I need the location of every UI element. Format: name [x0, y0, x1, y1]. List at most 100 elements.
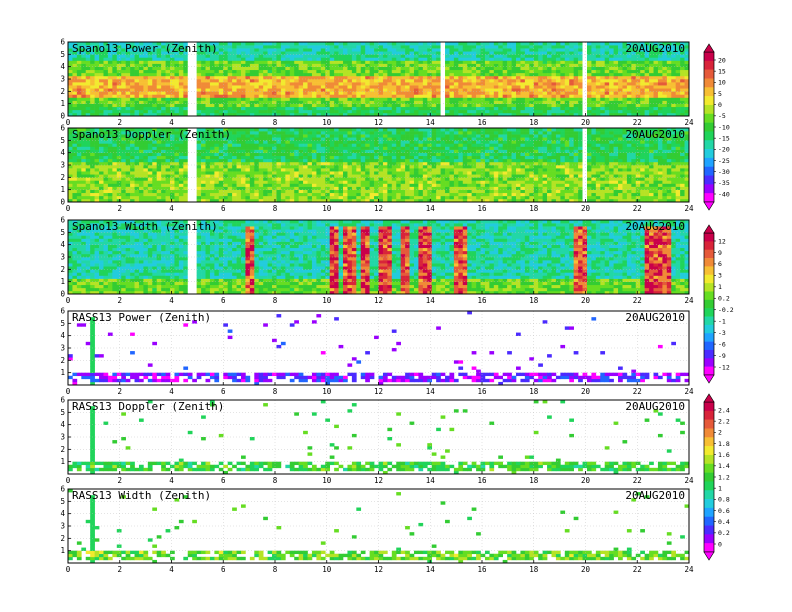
heatmap-cell	[311, 134, 317, 138]
heatmap-cell	[276, 75, 282, 80]
heatmap-cell	[112, 168, 118, 172]
heatmap-cell	[121, 198, 126, 203]
heatmap-cell	[560, 48, 566, 52]
heatmap-cell	[449, 85, 455, 89]
heatmap-cell	[316, 158, 322, 163]
heatmap-cell	[125, 131, 131, 135]
heatmap-cell	[276, 161, 282, 166]
heatmap-cell	[640, 72, 645, 77]
heatmap-cell	[130, 134, 135, 138]
heatmap-cell	[143, 140, 149, 144]
heatmap-cell	[263, 149, 268, 153]
heatmap-cell	[223, 60, 228, 64]
heatmap-cell	[236, 100, 242, 104]
heatmap-cell	[480, 69, 486, 74]
heatmap-cell	[209, 198, 215, 203]
heatmap-cell	[609, 60, 614, 64]
heatmap-cell	[524, 60, 530, 64]
heatmap-cell	[240, 161, 246, 166]
heatmap-cell	[178, 165, 184, 169]
heatmap-cell	[657, 97, 663, 101]
heatmap-cell	[538, 42, 543, 46]
heatmap-cell	[303, 189, 308, 194]
heatmap-cell	[276, 186, 282, 190]
heatmap-cell	[458, 112, 464, 117]
heatmap-cell	[178, 51, 184, 55]
heatmap-cell	[165, 88, 171, 92]
heatmap-cell	[294, 79, 299, 83]
heatmap-cell	[516, 106, 521, 111]
heatmap-cell	[591, 51, 597, 55]
heatmap-cell	[68, 189, 73, 194]
heatmap-cell	[170, 63, 175, 67]
heatmap-cell	[325, 79, 331, 83]
heatmap-cell	[85, 140, 91, 144]
heatmap-cell	[440, 63, 446, 67]
heatmap-cell	[196, 66, 202, 71]
heatmap-cell	[507, 103, 512, 108]
heatmap-cell	[666, 51, 672, 55]
heatmap-cell	[436, 63, 441, 67]
heatmap-cell	[462, 51, 468, 55]
heatmap-cell	[267, 183, 273, 187]
heatmap-cell	[276, 149, 282, 153]
heatmap-cell	[249, 180, 255, 184]
heatmap-cell	[81, 155, 87, 160]
heatmap-cell	[409, 60, 415, 64]
heatmap-cell	[640, 75, 645, 80]
heatmap-cell	[289, 82, 295, 86]
heatmap-cell	[232, 106, 237, 111]
heatmap-cell	[640, 60, 645, 64]
heatmap-cell	[156, 60, 162, 64]
heatmap-cell	[107, 143, 113, 147]
heatmap-cell	[298, 171, 304, 175]
heatmap-cell	[103, 158, 109, 163]
heatmap-cell	[130, 198, 135, 203]
heatmap-cell	[684, 97, 690, 101]
heatmap-cell	[196, 69, 202, 74]
heatmap-cell	[294, 186, 299, 190]
heatmap-cell	[622, 72, 628, 77]
heatmap-cell	[591, 94, 597, 98]
heatmap-cell	[307, 198, 313, 203]
heatmap-cell	[555, 72, 561, 77]
heatmap-cell	[285, 192, 291, 197]
heatmap-cell	[165, 161, 171, 166]
heatmap-cell	[72, 63, 78, 67]
heatmap-cell	[183, 140, 189, 144]
heatmap-cell	[263, 192, 268, 197]
heatmap-cell	[240, 85, 246, 89]
heatmap-cell	[90, 75, 95, 80]
heatmap-cell	[165, 168, 171, 172]
heatmap-cell	[551, 79, 557, 83]
heatmap-cell	[183, 57, 189, 61]
heatmap-cell	[170, 134, 175, 138]
heatmap-cell	[276, 66, 282, 71]
heatmap-cell	[116, 97, 122, 101]
heatmap-cell	[223, 128, 228, 132]
heatmap-cell	[511, 66, 517, 71]
heatmap-cell	[476, 57, 481, 61]
heatmap-cell	[626, 63, 632, 67]
heatmap-cell	[258, 63, 264, 67]
heatmap-cell	[165, 109, 171, 114]
heatmap-cell	[511, 42, 517, 46]
heatmap-cell	[130, 57, 135, 61]
heatmap-cell	[675, 79, 681, 83]
heatmap-cell	[631, 100, 637, 104]
heatmap-cell	[613, 85, 619, 89]
heatmap-cell	[218, 171, 224, 175]
heatmap-cell	[121, 177, 126, 181]
heatmap-cell	[99, 66, 104, 71]
heatmap-cell	[538, 60, 543, 64]
heatmap-cell	[453, 75, 459, 80]
heatmap-cell	[662, 91, 668, 95]
heatmap-cell	[227, 165, 233, 169]
heatmap-cell	[125, 140, 131, 144]
heatmap-cell	[520, 42, 526, 46]
heatmap-cell	[431, 103, 437, 108]
heatmap-cell	[356, 91, 362, 95]
heatmap-cell	[107, 82, 113, 86]
heatmap-cell	[107, 137, 113, 141]
heatmap-cell	[671, 54, 676, 58]
